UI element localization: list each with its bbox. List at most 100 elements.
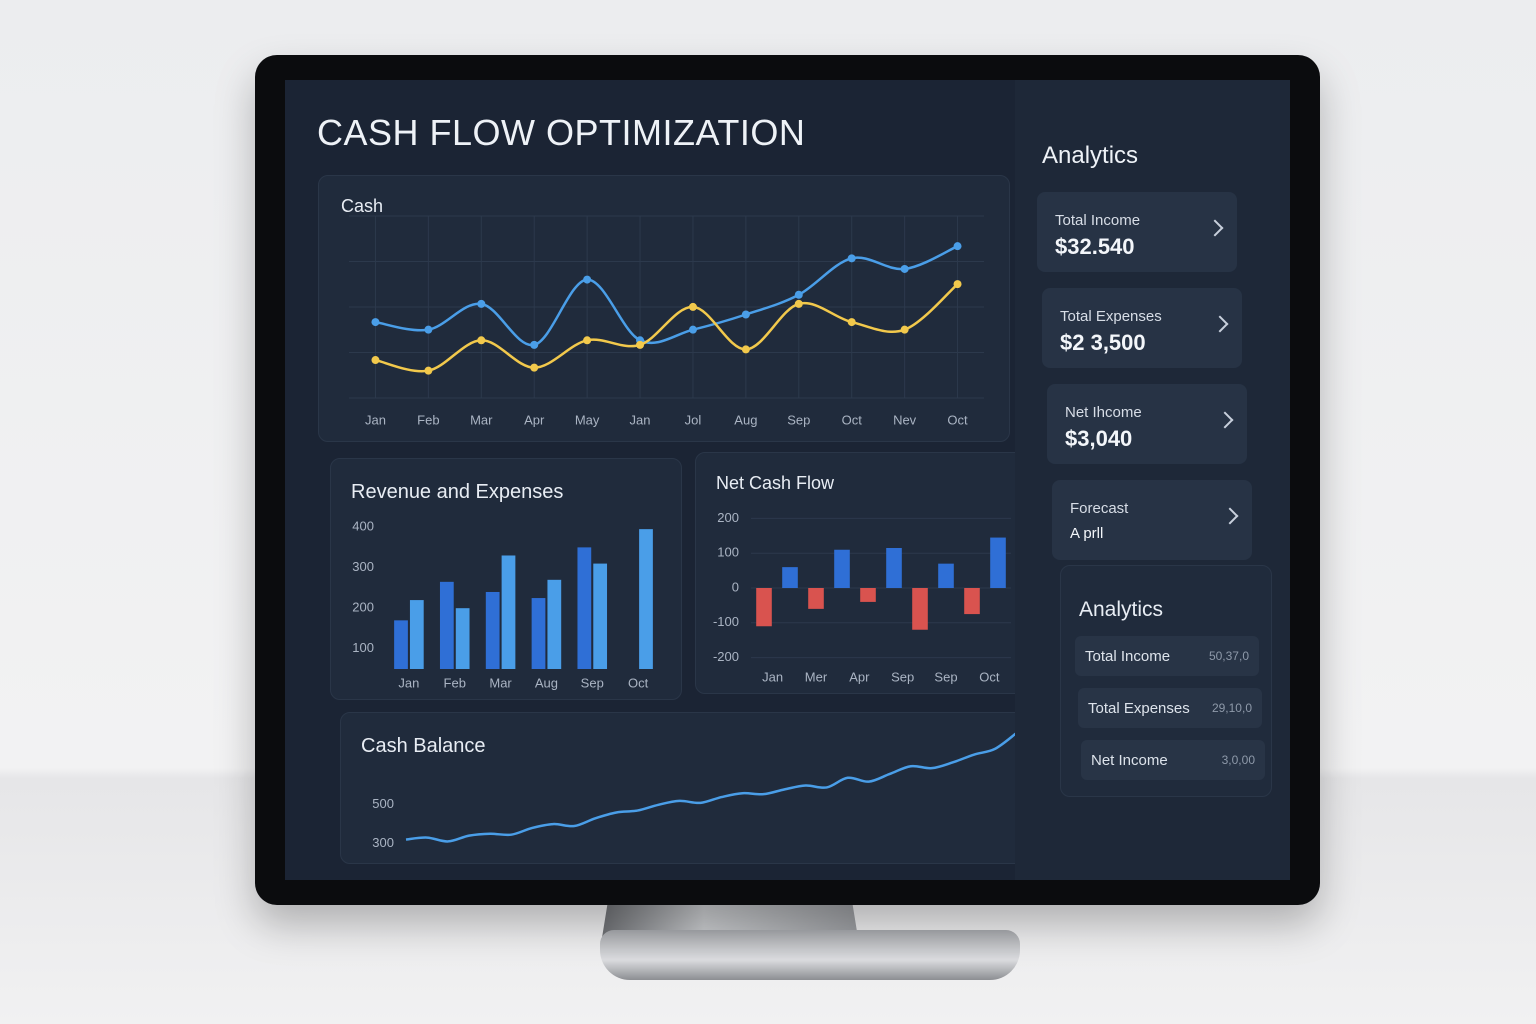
point xyxy=(741,345,750,354)
y-tick-label: -200 xyxy=(713,649,739,664)
bar xyxy=(639,529,653,669)
x-tick-label: Aug xyxy=(734,412,757,427)
x-tick-label: Oct xyxy=(628,675,649,690)
bar xyxy=(964,588,980,615)
y-tick-label: 400 xyxy=(352,519,374,534)
x-tick-label: Sep xyxy=(891,669,914,684)
kpi-card[interactable]: Forecast A prll xyxy=(1052,480,1252,560)
y-tick-label: 100 xyxy=(717,545,739,560)
x-tick-label: Mar xyxy=(470,412,493,427)
bar xyxy=(834,549,850,588)
point xyxy=(953,280,962,289)
bar xyxy=(782,567,798,588)
table-title: Analytics xyxy=(1079,598,1164,621)
y-tick-label: 200 xyxy=(352,600,374,615)
chevron-icon xyxy=(1211,315,1229,333)
point xyxy=(900,325,909,334)
kpi-label: Forecast xyxy=(1070,500,1129,517)
x-tick-label: Apr xyxy=(524,412,545,427)
point xyxy=(847,318,856,327)
kpi-card[interactable]: Net Ihcome $3,040 xyxy=(1047,384,1247,464)
y-tick-label: 100 xyxy=(352,640,374,655)
point xyxy=(794,299,803,308)
x-tick-label: Nev xyxy=(893,412,917,427)
point xyxy=(794,290,803,299)
row-value: 29,10,0 xyxy=(1211,701,1252,715)
point xyxy=(636,340,645,349)
table-row: Total Expenses 29,10,0 xyxy=(1078,688,1262,728)
table-row: Net Income 3,0,00 xyxy=(1081,740,1265,780)
kpi-value: $3,040 xyxy=(1065,426,1133,451)
x-tick-label: Sep xyxy=(787,412,810,427)
row-label: Total Income xyxy=(1085,648,1171,665)
cash-chart: Jan Feb Mar Apr May Jan Jol Aug Sep Oct Nev Oct xyxy=(349,215,984,427)
row-value: 50,37,0 xyxy=(1208,649,1249,663)
line xyxy=(375,283,959,373)
point xyxy=(530,340,539,349)
x-tick-label: Aug xyxy=(535,675,558,690)
kpi-label: Net Ihcome xyxy=(1065,404,1142,421)
page-title: CASH FLOW OPTIMIZATION xyxy=(317,112,806,153)
y-tick-label: 200 xyxy=(717,510,739,525)
x-tick-label: Feb xyxy=(444,675,466,690)
bar xyxy=(439,581,454,669)
x-tick-label: Apr xyxy=(849,669,870,684)
x-tick-label: Jol xyxy=(685,412,702,427)
point xyxy=(847,254,856,263)
x-tick-label: Oct xyxy=(947,412,968,427)
bar xyxy=(531,598,546,669)
kpi-card[interactable]: Total Expenses $2 3,500 xyxy=(1042,288,1242,368)
y-tick-label: 300 xyxy=(372,835,394,850)
netflow-card: Net Cash Flow 200 100 0 -100 -200 Jan Mer Apr Se… xyxy=(695,452,1027,694)
point xyxy=(477,299,486,308)
chevron-icon xyxy=(1221,507,1239,525)
bar xyxy=(756,588,772,627)
point xyxy=(530,363,539,372)
x-tick-label: Jan xyxy=(365,412,386,427)
card-title: Revenue and Expenses xyxy=(351,481,564,503)
bar xyxy=(547,579,562,669)
x-tick-label: Feb xyxy=(417,412,439,427)
card-title: Cash Balance xyxy=(361,735,486,757)
screen: CASH FLOW OPTIMIZATION Cash Jan Feb Mar Apr… xyxy=(285,80,1290,880)
point xyxy=(371,318,380,327)
row-label: Net Income xyxy=(1091,752,1168,769)
side-panel: Analytics Total Income $32.540 Total Expen… xyxy=(1015,80,1290,880)
balance-card: Cash Balance 300 500 xyxy=(340,712,1032,864)
x-tick-label: Jan xyxy=(762,669,783,684)
kpi-card[interactable]: Total Income $32.540 xyxy=(1037,192,1237,272)
point xyxy=(583,275,592,284)
point xyxy=(953,242,962,251)
point xyxy=(424,366,433,375)
line xyxy=(405,732,1017,843)
cash-card: Cash Jan Feb Mar Apr May Jan Jol Aug Sep Oct Nev Oc… xyxy=(318,175,1010,442)
kpi-value: $32.540 xyxy=(1055,234,1135,259)
bar xyxy=(990,537,1006,588)
analytics-table: Analytics Total Income 50,37,0 Total Expen… xyxy=(1060,565,1272,797)
kpi-value: A prll xyxy=(1070,525,1104,542)
point xyxy=(477,336,486,345)
card-title: Net Cash Flow xyxy=(716,473,835,493)
card-title: Cash xyxy=(341,196,384,216)
x-tick-label: Mer xyxy=(805,669,828,684)
x-tick-label: Mar xyxy=(489,675,512,690)
chevron-icon xyxy=(1216,411,1234,429)
x-tick-label: May xyxy=(575,412,600,427)
x-tick-label: Oct xyxy=(842,412,863,427)
point xyxy=(424,325,433,334)
point xyxy=(688,325,697,334)
panel-title: Analytics xyxy=(1042,142,1139,169)
chevron-icon xyxy=(1206,219,1224,237)
row-label: Total Expenses xyxy=(1088,700,1190,717)
bar xyxy=(593,563,608,669)
monitor-base xyxy=(600,930,1020,980)
y-tick-label: 0 xyxy=(732,579,739,594)
kpi-label: Total Income xyxy=(1055,212,1141,229)
revenue-chart: 100 200 300 400 Jan Feb Mar Aug Sep Oct xyxy=(352,519,653,690)
bar xyxy=(808,588,824,609)
kpi-label: Total Expenses xyxy=(1060,308,1162,325)
y-tick-label: 500 xyxy=(372,796,394,811)
y-tick-label: 300 xyxy=(352,559,374,574)
bar xyxy=(860,588,876,602)
